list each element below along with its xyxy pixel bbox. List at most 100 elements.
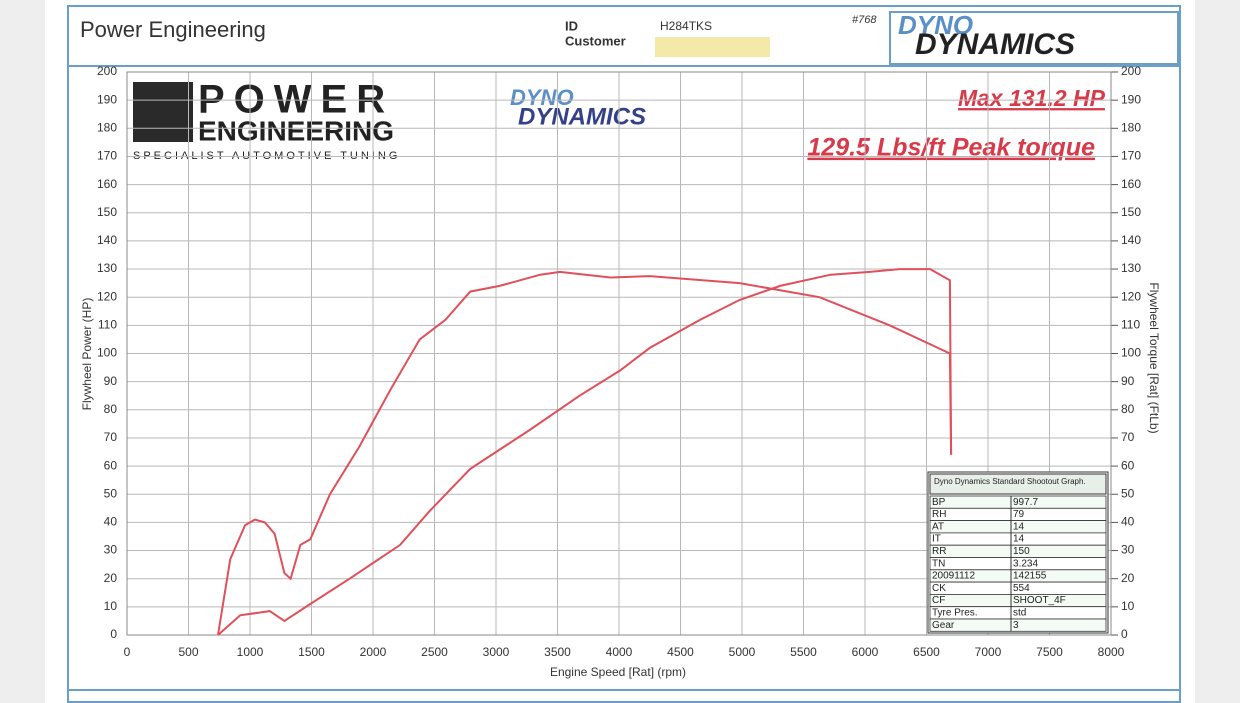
- x-tick-label: 4500: [667, 645, 694, 659]
- y-tick-label: 110: [98, 318, 117, 332]
- y2-tick-label: 160: [1121, 177, 1141, 191]
- data-line: [217, 268, 953, 636]
- y-tick-label: 140: [97, 233, 117, 247]
- x-tick-label: 500: [178, 645, 198, 659]
- table-cell: AT: [932, 521, 944, 532]
- y-tick-label: 190: [97, 92, 117, 106]
- table-cell: Tyre Pres.: [932, 607, 978, 618]
- dyno-logo: DYNAMICS: [518, 103, 646, 130]
- plot-border: [126, 71, 1112, 636]
- x-tick-label: 5000: [729, 645, 756, 659]
- y-tick-label: 90: [104, 374, 118, 388]
- y-tick-label: 70: [104, 430, 118, 444]
- y-tick-label: 10: [104, 599, 118, 613]
- y-tick-label: 80: [104, 402, 118, 416]
- brand-tagline: SPECIALIST AUTOMOTIVE TUNING: [133, 150, 400, 162]
- y-tick-label: 60: [104, 458, 118, 472]
- brand-text: ENGINEERING: [198, 115, 394, 146]
- customer-label: Customer: [565, 33, 626, 48]
- x-tick-label: 8000: [1098, 645, 1125, 659]
- x-tick-label: 4000: [606, 645, 633, 659]
- table-title: Dyno Dynamics Standard Shootout Graph.: [934, 477, 1086, 486]
- y-tick-label: 200: [97, 64, 117, 78]
- table-cell: RH: [932, 509, 946, 520]
- id-label: ID: [565, 18, 578, 33]
- logo-box: [889, 11, 1179, 65]
- y2-tick-label: 190: [1121, 92, 1141, 106]
- y-tick-label: 30: [104, 543, 118, 557]
- y2-tick-label: 90: [1121, 374, 1135, 388]
- x-tick-label: 2000: [360, 645, 387, 659]
- y2-tick-label: 10: [1121, 599, 1135, 613]
- y-tick-label: 40: [104, 515, 118, 529]
- y2-axis-label: Flywheel Torque [Rat] (FtLb): [1147, 282, 1161, 433]
- table-cell: std: [1013, 607, 1026, 618]
- table-cell: TN: [932, 558, 945, 569]
- y2-tick-label: 70: [1121, 430, 1135, 444]
- x-tick-label: 7500: [1036, 645, 1063, 659]
- y-tick-label: 120: [97, 289, 117, 303]
- y2-tick-label: 200: [1121, 64, 1141, 78]
- x-tick-label: 2500: [421, 645, 448, 659]
- x-tick-label: 6500: [913, 645, 940, 659]
- sheet-number: #768: [852, 14, 877, 26]
- table-cell: 554: [1013, 583, 1030, 594]
- table-cell: 142155: [1013, 571, 1047, 582]
- y-tick-label: 130: [97, 261, 117, 275]
- table-cell: 3.234: [1013, 558, 1038, 569]
- table-cell: 150: [1013, 546, 1030, 557]
- table-head: [929, 473, 1107, 495]
- x-axis-label: Engine Speed [Rat] (rpm): [550, 665, 686, 679]
- logo-text: DYNAMICS: [915, 28, 1075, 61]
- plot: 0 500 1000 1500 2000 2500 3000 3500 4000 4500 5000…: [97, 64, 1141, 659]
- annotation: 129.5 Lbs/ft Peak torque: [807, 134, 1095, 162]
- x-tick-label: 3500: [544, 645, 571, 659]
- table-row: [929, 618, 1107, 632]
- brand-text: POWER: [198, 78, 394, 122]
- table-cell: Gear: [932, 620, 955, 631]
- data-line: [217, 270, 953, 636]
- y-tick-label: 160: [97, 177, 117, 191]
- y-tick-label: 20: [104, 571, 118, 585]
- brand-icon: [133, 82, 193, 142]
- table-cell: 20091112: [932, 571, 975, 582]
- logo-text: DYNO: [898, 10, 973, 40]
- y-tick-label: 170: [97, 149, 117, 163]
- y2-tick-label: 40: [1121, 515, 1135, 529]
- y2-tick-label: 80: [1121, 402, 1135, 416]
- y2-tick-label: 0: [1121, 627, 1128, 641]
- y-tick-label: 100: [97, 346, 117, 360]
- table-cell: SHOOT_4F: [1013, 595, 1066, 606]
- y2-tick-label: 180: [1121, 120, 1141, 134]
- id-value: H284TKS: [660, 19, 712, 33]
- y2-tick-label: 140: [1121, 233, 1141, 247]
- table-cell: CF: [932, 595, 945, 606]
- y-tick-label: 180: [97, 120, 117, 134]
- x-tick-label: 5500: [790, 645, 817, 659]
- x-tick-label: 0: [124, 645, 131, 659]
- table-cell: 3: [1013, 620, 1019, 631]
- info-table: Dyno Dynamics Standard Shootout Graph. BP…: [927, 471, 1109, 634]
- y-axis-label: Flywheel Power (HP): [80, 298, 94, 411]
- y2-tick-label: 110: [1121, 318, 1140, 332]
- y2-tick-label: 100: [1121, 346, 1141, 360]
- y2-tick-label: 30: [1121, 543, 1135, 557]
- y2-tick-label: 130: [1121, 261, 1141, 275]
- y-tick-label: 0: [110, 627, 117, 641]
- x-tick-label: 6000: [852, 645, 879, 659]
- table-cell: RR: [932, 546, 946, 557]
- header-title: Power Engineering: [80, 17, 266, 42]
- y2-tick-label: 20: [1121, 571, 1135, 585]
- table-cell: 997.7: [1013, 497, 1038, 508]
- y2-tick-label: 170: [1121, 149, 1141, 163]
- dyno-logo: DYNO: [510, 85, 574, 110]
- y2-tick-label: 150: [1121, 205, 1141, 219]
- annotation: Max 131.2 HP: [958, 85, 1106, 111]
- table-cell: BP: [932, 497, 946, 508]
- table-cell: CK: [932, 583, 946, 594]
- x-tick-label: 3000: [483, 645, 510, 659]
- table-cell: IT: [932, 534, 941, 545]
- y-tick-label: 50: [104, 486, 118, 500]
- table-cell: 79: [1013, 509, 1025, 520]
- x-tick-label: 7000: [975, 645, 1002, 659]
